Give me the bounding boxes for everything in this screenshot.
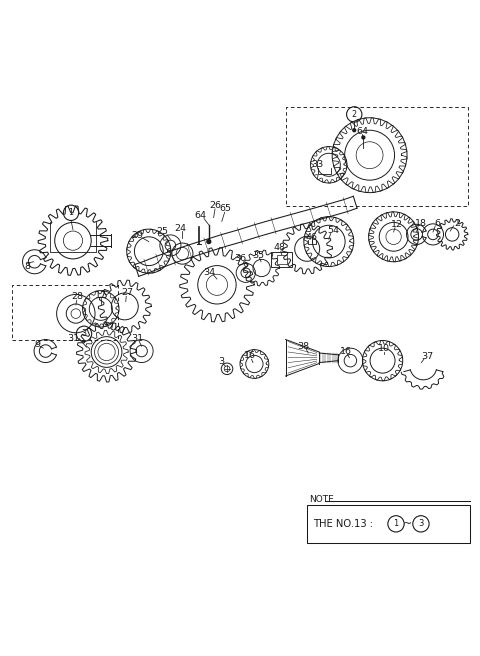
Text: 31: 31: [67, 334, 79, 343]
Bar: [277, 255, 287, 264]
Text: 6: 6: [435, 219, 441, 228]
Text: 9: 9: [35, 340, 40, 349]
Text: 3: 3: [219, 357, 225, 366]
Text: 64: 64: [356, 127, 369, 136]
Text: 16: 16: [339, 346, 351, 356]
Text: 2: 2: [352, 110, 357, 119]
Circle shape: [207, 239, 211, 243]
Circle shape: [362, 136, 365, 139]
Text: 38: 38: [297, 342, 310, 351]
Circle shape: [353, 129, 356, 132]
Text: 54: 54: [327, 226, 339, 235]
Text: NOTE: NOTE: [310, 495, 335, 504]
Text: 28: 28: [72, 293, 84, 301]
Text: 8: 8: [24, 262, 30, 271]
Text: 17: 17: [95, 291, 107, 300]
Text: 10: 10: [378, 344, 390, 353]
Text: 29: 29: [131, 232, 143, 240]
Text: 12: 12: [391, 220, 403, 230]
Text: 25: 25: [156, 228, 168, 237]
Text: 24: 24: [174, 224, 186, 233]
Text: 26: 26: [209, 201, 221, 210]
Text: 31: 31: [131, 334, 143, 343]
Text: 64: 64: [195, 211, 206, 220]
Text: 1: 1: [69, 209, 73, 217]
Text: 33: 33: [312, 160, 324, 169]
Text: 18: 18: [415, 219, 427, 228]
Bar: [271, 252, 292, 267]
Text: 48: 48: [273, 243, 285, 253]
Text: THE NO.13 :: THE NO.13 :: [313, 519, 373, 529]
Text: 34: 34: [203, 268, 215, 277]
Text: 2: 2: [455, 219, 460, 228]
Text: 1: 1: [394, 520, 398, 528]
Text: 3: 3: [82, 329, 86, 338]
Text: 65: 65: [219, 205, 231, 213]
Text: 46: 46: [306, 234, 318, 242]
Bar: [307, 504, 470, 543]
Text: 16: 16: [244, 352, 256, 360]
Text: 37: 37: [421, 352, 433, 361]
Text: 35: 35: [252, 251, 264, 260]
Text: ~: ~: [402, 519, 412, 529]
Text: 27: 27: [121, 289, 133, 297]
Text: 36: 36: [234, 254, 246, 263]
Text: 3: 3: [418, 520, 424, 528]
